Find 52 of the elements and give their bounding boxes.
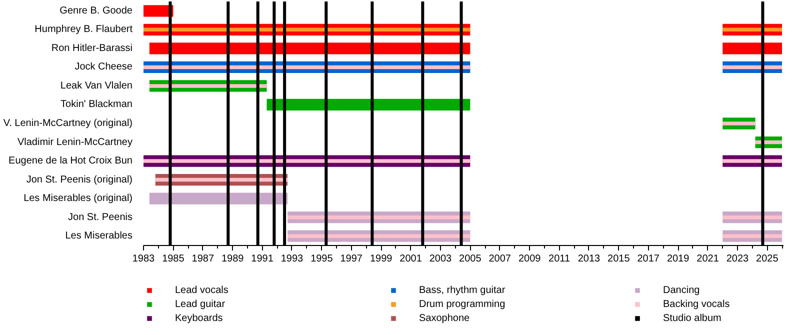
y-tick-label: Jon St. Peenis (original) (26, 174, 133, 186)
bar (288, 234, 470, 238)
y-tick-label: Vladimir Lenin-McCartney (17, 136, 133, 148)
x-tick-label: 2015 (608, 254, 630, 264)
x-tick-label: 2001 (400, 254, 422, 264)
y-tick-label: Les Miserables (original) (24, 193, 133, 204)
y-tick-label: Jock Cheese (74, 62, 133, 73)
bar (722, 159, 782, 163)
y-tick-label: V. Lenin-McCartney (original) (3, 118, 133, 129)
bar (149, 84, 267, 88)
x-tick-label: 2011 (548, 254, 570, 264)
legend-label: Dancing (663, 284, 701, 296)
y-tick-label: Eugene de la Hot Croix Bun (8, 156, 133, 167)
x-tick-label: 2017 (637, 254, 660, 264)
x-tick-label: 1997 (340, 254, 363, 264)
legend-label: Saxophone (419, 312, 471, 324)
x-tick-label: 2003 (429, 254, 452, 264)
y-tick-label: Genre B. Goode (60, 5, 133, 16)
x-tick-label: 2025 (756, 254, 779, 264)
x-tick-label: 2023 (726, 254, 750, 264)
x-tick-label: 1999 (370, 254, 393, 264)
bar (722, 122, 756, 126)
bar (149, 42, 470, 54)
legend-label: Lead vocals (175, 284, 230, 296)
y-tick-label: Leak Van Vlalen (60, 80, 133, 92)
legend-label: Backing vocals (663, 298, 731, 310)
x-tick-label: 1987 (192, 254, 214, 264)
y-tick-label: Ron Hitler-Barassi (51, 42, 133, 54)
x-tick-label: 2005 (459, 254, 482, 264)
bar (144, 159, 470, 163)
x-tick-label: 2013 (578, 254, 601, 264)
x-tick-label: 1991 (251, 254, 274, 264)
x-tick-label: 1983 (132, 254, 156, 264)
legend-label: Lead guitar (175, 298, 226, 310)
legend-label: Studio album (663, 312, 722, 324)
bar (722, 42, 782, 54)
legend-label: Drum programming (419, 298, 506, 310)
x-tick-label: 1985 (162, 254, 185, 264)
legend-label: Keyboards (175, 312, 224, 324)
x-tick-label: 1995 (310, 254, 334, 264)
x-tick-label: 2007 (488, 254, 512, 264)
x-tick-label: 1989 (221, 254, 244, 264)
legend-label: Bass, rhythm guitar (419, 284, 506, 296)
x-tick-label: 2019 (666, 254, 690, 264)
x-tick-label: 2021 (696, 254, 720, 264)
y-tick-label: Jon St. Peenis (68, 212, 132, 223)
y-tick-label: Les Miserables (65, 230, 133, 242)
x-tick-label: 1993 (280, 254, 304, 264)
x-tick-label: 2009 (518, 254, 542, 264)
y-tick-label: Humphrey B. Flaubert (34, 24, 133, 36)
bar (722, 234, 782, 238)
y-tick-label: Tokin' Blackman (60, 99, 133, 110)
